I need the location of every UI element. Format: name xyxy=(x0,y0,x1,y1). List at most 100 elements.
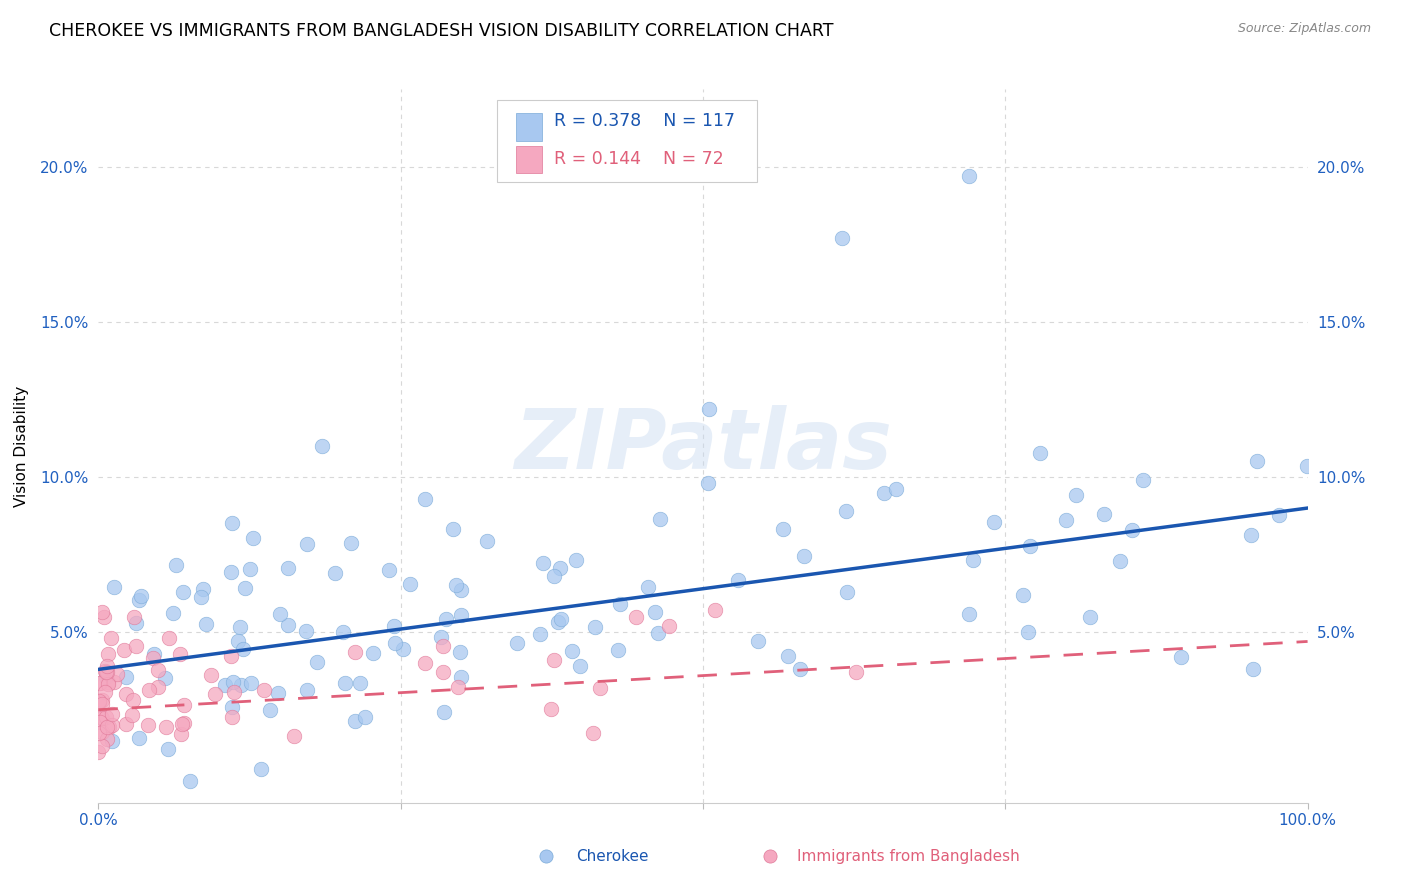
Point xyxy=(529,627,551,641)
Point xyxy=(377,563,399,577)
Point xyxy=(561,644,583,658)
Point xyxy=(94,670,117,684)
Point xyxy=(648,512,671,526)
Point xyxy=(323,566,346,580)
Point xyxy=(957,169,980,183)
Point xyxy=(87,726,110,740)
Point xyxy=(297,537,319,551)
Point xyxy=(283,730,305,744)
Point xyxy=(200,667,222,681)
Point xyxy=(253,683,276,698)
Point xyxy=(100,632,122,646)
Point xyxy=(250,762,273,776)
Point xyxy=(433,706,456,720)
Text: Source: ZipAtlas.com: Source: ZipAtlas.com xyxy=(1237,22,1371,36)
Point xyxy=(475,534,498,549)
Point xyxy=(97,674,120,689)
Point xyxy=(173,698,195,713)
Point xyxy=(626,609,648,624)
Point xyxy=(226,634,249,648)
Point xyxy=(259,703,281,717)
Point xyxy=(332,625,354,640)
Point xyxy=(434,612,457,626)
Point xyxy=(1019,539,1042,553)
Point xyxy=(204,687,226,701)
Point xyxy=(1012,588,1035,602)
Point xyxy=(983,516,1005,530)
Point xyxy=(112,643,135,657)
Point xyxy=(311,439,333,453)
Text: R = 0.378    N = 117: R = 0.378 N = 117 xyxy=(554,112,735,130)
Point xyxy=(295,683,318,698)
Text: CHEROKEE VS IMMIGRANTS FROM BANGLADESH VISION DISABILITY CORRELATION CHART: CHEROKEE VS IMMIGRANTS FROM BANGLADESH V… xyxy=(49,22,834,40)
Point xyxy=(540,702,562,716)
Point xyxy=(90,710,112,724)
Point xyxy=(1121,523,1143,537)
Point xyxy=(125,615,148,630)
Point xyxy=(647,626,669,640)
Point xyxy=(87,695,110,709)
Point xyxy=(170,726,193,740)
Point xyxy=(450,670,472,684)
Point xyxy=(155,721,177,735)
Point xyxy=(242,532,264,546)
Point xyxy=(233,581,256,595)
Point xyxy=(295,624,318,638)
Point xyxy=(122,610,145,624)
Text: Cherokee: Cherokee xyxy=(576,849,648,863)
Point xyxy=(195,617,218,632)
Point xyxy=(432,665,454,680)
Point xyxy=(98,720,121,734)
Point xyxy=(450,583,472,598)
Point xyxy=(96,720,118,734)
Point xyxy=(214,678,236,692)
Point xyxy=(239,562,262,576)
Point xyxy=(837,585,859,599)
Point xyxy=(789,662,811,676)
Point xyxy=(125,639,148,653)
Point xyxy=(93,684,115,698)
Point xyxy=(114,670,136,684)
Point xyxy=(747,634,769,648)
Point xyxy=(169,647,191,661)
Point xyxy=(267,686,290,700)
Point xyxy=(1241,662,1264,676)
Point xyxy=(142,647,165,661)
Point xyxy=(90,739,112,753)
Point xyxy=(447,680,470,694)
Point xyxy=(550,560,572,574)
Point xyxy=(128,592,150,607)
Point xyxy=(658,619,681,633)
Point xyxy=(103,580,125,594)
Point xyxy=(129,589,152,603)
Point xyxy=(224,685,246,699)
Point xyxy=(582,725,605,739)
Point xyxy=(589,681,612,696)
Point xyxy=(1109,554,1132,568)
Point xyxy=(94,710,117,724)
Point xyxy=(89,676,111,690)
Point xyxy=(170,717,193,731)
Point xyxy=(232,642,254,657)
Point xyxy=(89,708,111,723)
Point xyxy=(531,556,554,570)
Point xyxy=(219,649,242,664)
Point xyxy=(269,607,291,621)
Point xyxy=(91,697,114,711)
Point xyxy=(550,611,572,625)
Point xyxy=(506,636,529,650)
Point xyxy=(89,715,111,730)
Point xyxy=(94,665,117,679)
Point xyxy=(277,618,299,632)
Point xyxy=(179,774,201,789)
Point xyxy=(583,620,606,634)
Point xyxy=(114,687,136,701)
Point xyxy=(128,731,150,746)
Point xyxy=(148,680,170,694)
Point xyxy=(97,647,120,661)
Point xyxy=(772,522,794,536)
Point xyxy=(834,504,856,518)
Point xyxy=(344,714,367,729)
Point xyxy=(157,631,180,645)
Point xyxy=(100,717,122,731)
